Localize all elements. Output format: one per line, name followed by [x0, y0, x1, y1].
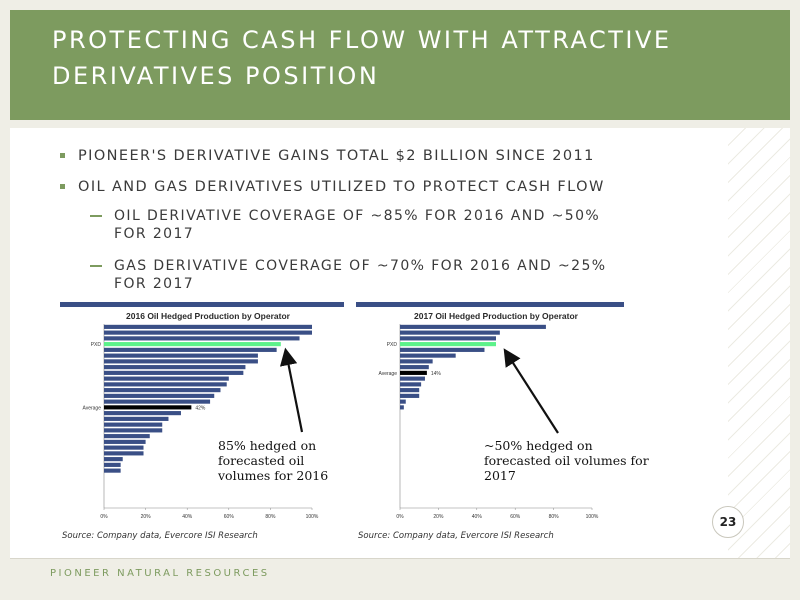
bar [400, 388, 420, 393]
dash-marker-icon [90, 215, 102, 217]
bar [104, 365, 246, 370]
slide-title: PROTECTING CASH FLOW WITH ATTRACTIVE DER… [52, 26, 672, 90]
bar [104, 457, 123, 462]
bullet-1: PIONEER'S DERIVATIVE GAINS TOTAL $2 BILL… [60, 146, 718, 166]
chart-svg: 2017 Oil Hedged Production by Operator PX… [356, 302, 624, 520]
bar [104, 347, 277, 352]
bar [400, 370, 427, 375]
chart-top-rule [60, 302, 344, 307]
x-tick-label: 40% [182, 514, 193, 520]
bar [400, 353, 456, 358]
x-tick-label: 60% [510, 514, 521, 520]
bar [400, 336, 496, 341]
x-tick-label: 40% [472, 514, 483, 520]
footer-company-name: PIONEER NATURAL RESOURCES [50, 568, 270, 579]
chart-2016-source: Source: Company data, Evercore ISI Resea… [62, 531, 258, 541]
bar [400, 324, 546, 329]
sub-bullet-2-text: GAS DERIVATIVE COVERAGE OF ~70% FOR 2016… [114, 258, 607, 292]
bullet-2-text: OIL AND GAS DERIVATIVES UTILIZED TO PROT… [78, 179, 605, 195]
bar [104, 468, 121, 473]
average-value-label: 42% [195, 405, 206, 411]
bar [104, 399, 211, 404]
bar [104, 370, 244, 375]
bar [400, 405, 404, 410]
category-label: Average [378, 371, 397, 377]
average-value-label: 14% [431, 371, 442, 377]
bullet-2: OIL AND GAS DERIVATIVES UTILIZED TO PROT… [60, 177, 718, 197]
x-tick-label: 60% [224, 514, 235, 520]
bar [104, 376, 229, 381]
bar [104, 382, 227, 387]
x-tick-label: 80% [265, 514, 276, 520]
bar [400, 365, 429, 370]
x-tick-label: 100% [306, 514, 319, 520]
x-tick-label: 100% [586, 514, 599, 520]
category-label: Average [82, 405, 101, 411]
bar [104, 336, 300, 341]
bullet-marker-icon [60, 184, 65, 189]
decorative-stripes [728, 128, 790, 558]
bar [104, 359, 258, 364]
bar [104, 439, 146, 444]
bar [400, 393, 420, 398]
page-number: 23 [712, 506, 744, 538]
sub-bullet-2: GAS DERIVATIVE COVERAGE OF ~70% FOR 2016… [90, 257, 634, 293]
footer-divider [10, 558, 790, 559]
bar [400, 359, 433, 364]
x-tick-label: 20% [433, 514, 444, 520]
bar [400, 376, 425, 381]
bar [104, 416, 169, 421]
bar [400, 342, 496, 347]
x-tick-label: 0% [396, 514, 404, 520]
bar [104, 342, 281, 347]
bar [104, 411, 181, 416]
bar [400, 347, 485, 352]
x-tick-label: 20% [141, 514, 152, 520]
bar [104, 353, 258, 358]
bar [400, 399, 406, 404]
chart-top-rule [356, 302, 624, 307]
chart-2016-oil-hedged: 2016 Oil Hedged Production by Operator PX… [60, 302, 344, 532]
dash-marker-icon [90, 265, 102, 267]
bar [104, 451, 144, 456]
bullet-1-text: PIONEER'S DERIVATIVE GAINS TOTAL $2 BILL… [78, 148, 595, 164]
x-tick-label: 80% [549, 514, 560, 520]
chart-svg: 2016 Oil Hedged Production by Operator PX… [60, 302, 344, 520]
x-tick-label: 0% [100, 514, 108, 520]
chart-2017-source: Source: Company data, Evercore ISI Resea… [358, 531, 554, 541]
bar [104, 422, 163, 427]
bar [104, 428, 163, 433]
bar [104, 434, 150, 439]
chart-title: 2016 Oil Hedged Production by Operator [126, 311, 291, 321]
bar [104, 462, 121, 467]
bar [400, 382, 422, 387]
category-label: PXD [387, 342, 398, 348]
chart-2016-annotation: 85% hedged on forecasted oil volumes for… [218, 438, 329, 483]
bar [104, 393, 215, 398]
sub-bullet-1: OIL DERIVATIVE COVERAGE OF ~85% FOR 2016… [90, 207, 634, 243]
bullet-marker-icon [60, 153, 65, 158]
chart-2017-annotation: ~50% hedged on forecasted oil volumes fo… [484, 438, 649, 483]
bar [104, 330, 312, 335]
category-label: PXD [91, 342, 102, 348]
title-banner [10, 10, 790, 120]
bar [104, 445, 144, 450]
chart-2017-oil-hedged: 2017 Oil Hedged Production by Operator PX… [356, 302, 624, 532]
bar [400, 330, 500, 335]
bar [104, 405, 192, 410]
sub-bullet-1-text: OIL DERIVATIVE COVERAGE OF ~85% FOR 2016… [114, 208, 601, 242]
bar [104, 388, 221, 393]
bar [104, 324, 312, 329]
chart-title: 2017 Oil Hedged Production by Operator [414, 311, 579, 321]
